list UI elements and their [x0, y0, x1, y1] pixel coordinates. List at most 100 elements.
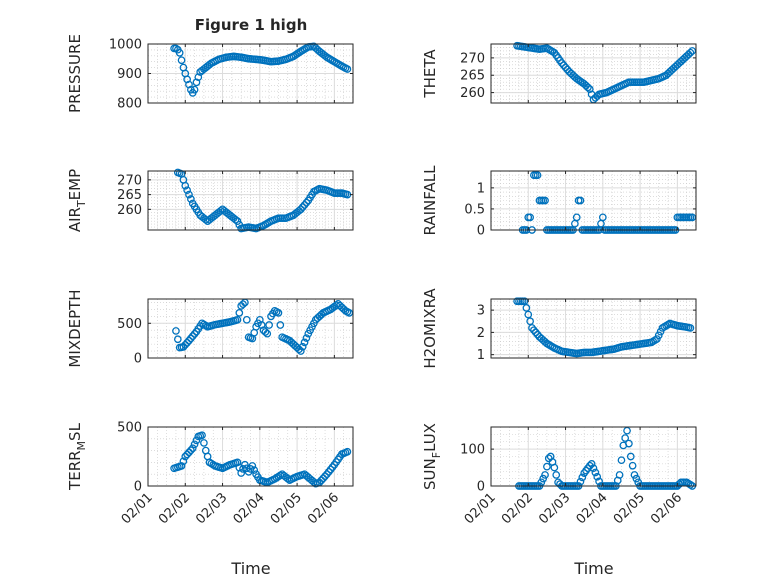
data-point	[300, 338, 309, 347]
data-point	[183, 338, 191, 347]
y-axis-label-part: AIR	[66, 207, 84, 232]
data-point	[239, 300, 247, 309]
data-point	[576, 196, 585, 205]
y-axis-label: RAINFALL	[421, 165, 439, 236]
data-point	[233, 217, 242, 225]
y-tick-label: 100	[460, 443, 485, 458]
data-point	[615, 471, 624, 479]
data-point	[302, 198, 311, 207]
y-tick-label: 1	[477, 348, 485, 363]
figure-title: Figure 1 high	[195, 16, 308, 34]
subplot-rainfall: 0 0.5 1 RAINFALL	[421, 165, 697, 239]
data-point	[598, 213, 607, 222]
data-point	[296, 205, 305, 214]
data-point	[302, 334, 311, 342]
data-point	[526, 317, 534, 326]
data-point	[557, 59, 566, 67]
data-point	[173, 335, 182, 344]
data-point	[587, 460, 596, 468]
y-axis-label-part: LUX	[421, 423, 439, 452]
axes-frame	[490, 43, 697, 104]
y-axis-label-subscript: T	[75, 200, 88, 208]
data-point	[524, 310, 533, 319]
data-point	[686, 48, 695, 57]
y-tick-label: 0	[134, 480, 142, 495]
data-point	[177, 56, 186, 65]
data-point	[552, 471, 561, 479]
data-point	[343, 65, 352, 73]
y-tick-label: 270	[117, 173, 142, 188]
data-point	[188, 444, 197, 453]
data-point	[593, 472, 602, 481]
data-point	[181, 340, 190, 349]
data-point	[296, 347, 305, 355]
data-point	[595, 477, 603, 486]
subplot-pressure: 800 900 1000 PRESSURE	[66, 34, 354, 113]
data-point	[522, 304, 531, 312]
y-axis-label-subscript: M	[75, 441, 88, 451]
data-point	[172, 44, 180, 53]
data-point	[561, 63, 570, 72]
data-point	[310, 478, 318, 486]
y-tick-label: 2	[477, 326, 485, 341]
data-point	[572, 213, 581, 222]
y-axis-label: THETA	[421, 49, 439, 99]
y-tick-label: 260	[117, 203, 142, 218]
data-point	[531, 328, 540, 337]
data-point	[533, 171, 542, 180]
data-point	[591, 468, 600, 477]
axes-frame	[490, 298, 697, 359]
data-point	[237, 469, 246, 477]
data-point	[177, 462, 186, 470]
data-point	[190, 330, 199, 338]
data-point	[688, 47, 697, 55]
y-axis-label: MIXDEPTH	[66, 289, 84, 367]
data-point	[179, 457, 188, 466]
data-point	[172, 327, 180, 335]
axes-frame	[147, 298, 354, 359]
data-point	[274, 309, 283, 317]
data-point	[321, 472, 329, 481]
y-axis-label-part: SL	[66, 422, 84, 441]
subplot-mixdepth: 0 500 MIXDEPTH	[66, 289, 354, 368]
data-point	[626, 452, 635, 461]
data-point	[576, 477, 585, 486]
data-point	[630, 471, 639, 479]
data-point	[298, 342, 307, 351]
y-tick-label: 0	[477, 224, 485, 239]
data-point	[621, 434, 630, 442]
data-point	[628, 461, 637, 470]
data-point	[543, 462, 551, 471]
data-point	[185, 190, 193, 199]
data-point	[541, 196, 549, 205]
data-point	[578, 473, 587, 482]
y-tick-label: 800	[117, 97, 142, 112]
data-point	[539, 474, 548, 483]
data-point	[541, 471, 549, 479]
subplot-h2omixra: 1 2 3 H2OMIXRA	[421, 288, 697, 369]
data-point	[175, 48, 184, 57]
data-point	[261, 328, 270, 336]
y-axis-label: SUNFLUX	[421, 423, 443, 490]
data-point	[632, 474, 641, 483]
y-tick-label: 265	[117, 188, 142, 203]
data-point	[617, 456, 626, 465]
y-tick-label: 0	[134, 352, 142, 367]
data-point	[688, 213, 697, 222]
data-point	[200, 439, 208, 447]
data-point	[250, 466, 259, 474]
data-point	[188, 332, 197, 340]
y-tick-label: 900	[117, 67, 142, 82]
data-point	[179, 343, 188, 351]
y-axis-label: PRESSURE	[66, 34, 84, 113]
y-axis-label: H2OMIXRA	[421, 288, 439, 369]
data-point	[192, 436, 201, 445]
data-point	[298, 203, 307, 211]
data-point	[526, 213, 534, 222]
y-axis-label-part: SUN	[421, 458, 439, 490]
data-point	[185, 336, 193, 345]
y-tick-label: 500	[117, 317, 142, 332]
data-point	[530, 326, 538, 335]
